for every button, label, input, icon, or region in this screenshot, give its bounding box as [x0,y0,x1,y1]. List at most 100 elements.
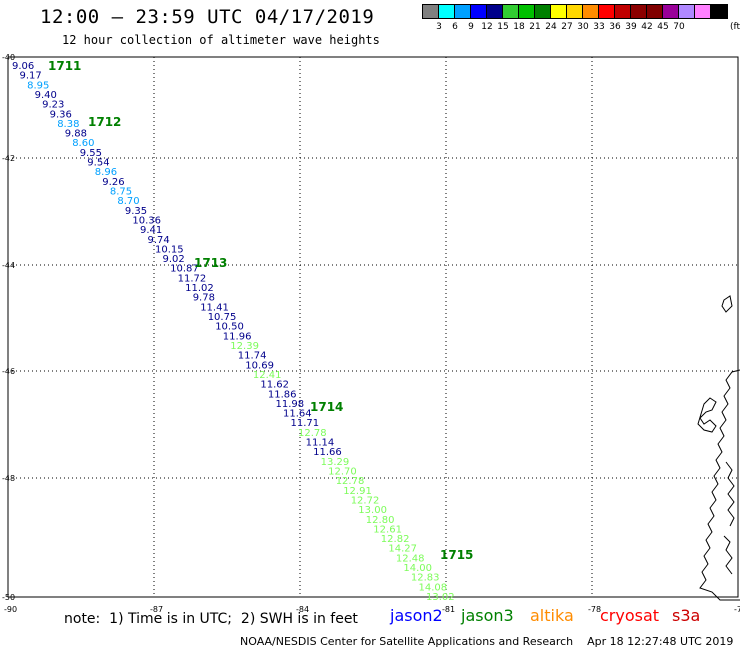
satellite-cryosat: cryosat [600,606,660,625]
time-labels: 1711 1712 1713 1714 1715 [48,59,473,562]
wave-height-value: 11.72 [178,273,207,284]
lon-tick-label: -78 [588,605,601,614]
wave-height-value: 11.71 [291,418,320,429]
satellite-jason2: jason2 [390,606,443,625]
time-label: 1715 [440,548,473,562]
wave-height-value: 11.96 [223,331,252,342]
legend-label: 18 [513,22,525,32]
legend-label: 36 [609,22,621,32]
wave-height-value: 11.02 [185,283,214,294]
satellite-s3a: s3a [672,606,701,625]
legend-swatch [710,4,728,19]
time-label: 1714 [310,400,343,414]
wave-height-value: 12.91 [343,486,372,497]
wave-height-value: 9.06 [12,61,34,72]
wave-height-value: 12.48 [396,553,425,564]
wave-height-value: 14.00 [403,563,432,574]
wave-height-value: 13.02 [426,592,455,603]
lat-tick-label: -50 [2,593,15,602]
wave-height-value: 11.64 [283,409,312,420]
map-subtitle: 12 hour collection of altimeter wave hei… [62,33,380,47]
legend-label: 24 [545,22,557,32]
wave-height-value: 8.75 [110,187,132,198]
wave-height-value: 12.41 [253,370,282,381]
wave-height-value: 9.40 [35,90,57,101]
wave-height-value: 8.96 [95,167,117,178]
wave-height-value: 13.00 [358,505,387,516]
lon-tick-label: -81 [442,605,455,614]
lon-tick-label: -90 [4,605,17,614]
wave-height-value: 11.14 [306,438,335,449]
wave-height-value: 9.74 [148,235,170,246]
legend-label: 9 [468,22,474,32]
legend-label: 12 [481,22,493,32]
wave-height-value: 12.78 [336,476,365,487]
time-label: 1712 [88,115,121,129]
lon-tick-label: -84 [296,605,309,614]
legend-label: 21 [529,22,541,32]
wave-height-value: 12.83 [411,573,440,584]
lon-tick-label: -87 [150,605,163,614]
footnote: note: 1) Time is in UTC; 2) SWH is in fe… [64,611,358,627]
wave-height-value: 12.78 [298,428,327,439]
wave-height-value: 12.72 [351,496,380,507]
wave-height-value: 11.41 [200,302,229,313]
wave-height-value: 8.70 [117,196,139,207]
legend-label: 30 [577,22,589,32]
map-frame [7,56,739,598]
axis-labels: -40 -42 -44 -46 -48 -50 -90 -87 -84 -81 -78 -75 [2,53,740,614]
lat-tick-label: -40 [2,53,15,62]
wave-height-value: 8.95 [27,80,49,91]
wave-height-value: 11.86 [268,389,297,400]
legend-unit: (ft) [730,22,740,32]
wave-height-value: 10.50 [215,322,244,333]
wave-height-value: 11.98 [276,399,305,410]
wave-height-value: 9.55 [80,148,102,159]
wave-height-value: 9.78 [193,293,215,304]
wave-height-value: 12.80 [366,515,395,526]
legend-label: 6 [452,22,458,32]
wave-height-value: 11.62 [260,380,289,391]
time-label: 1713 [194,256,227,270]
legend-label: 33 [593,22,605,32]
wave-height-value: 9.36 [50,109,72,120]
satellite-altika: altika [530,606,574,625]
wave-height-value: 9.35 [125,206,147,217]
wave-height-value: 9.54 [87,158,109,169]
lat-lon-grid [7,56,739,598]
wave-height-value: 12.70 [328,467,357,478]
lat-tick-label: -48 [2,474,15,483]
wave-height-value: 12.61 [373,524,402,535]
wave-height-value: 9.88 [65,129,87,140]
wave-height-value: 8.38 [57,119,79,130]
wave-height-value: 11.66 [313,447,342,458]
wave-height-value: 9.26 [102,177,124,188]
wave-height-value: 13.29 [321,457,350,468]
wave-height-value: 14.08 [419,582,448,593]
legend-label: 15 [497,22,509,32]
credit-footer: NOAA/NESDIS Center for Satellite Applica… [240,635,734,648]
legend-label: 27 [561,22,573,32]
legend-label: 42 [641,22,653,32]
legend-label: 39 [625,22,637,32]
satellite-jason3: jason3 [461,606,514,625]
wave-height-value: 10.87 [170,264,199,275]
coastline [697,295,740,601]
wave-height-value: 10.69 [245,360,274,371]
wave-height-value: 9.17 [20,71,42,82]
wave-height-value: 14.27 [388,544,417,555]
wave-height-value: 9.02 [163,254,185,265]
altimeter-readings: 9.069.178.959.409.239.368.389.888.609.55… [12,61,455,603]
wave-height-value: 12.39 [230,341,259,352]
legend-label: 3 [436,22,442,32]
lon-tick-label: -75 [734,605,740,614]
lat-tick-label: -44 [2,261,15,270]
legend-label: 70 [673,22,685,32]
wave-height-value: 11.74 [238,351,267,362]
lat-tick-label: -46 [2,367,15,376]
legend-label: 45 [657,22,669,32]
wave-height-value: 12.82 [381,534,410,545]
time-label: 1711 [48,59,81,73]
wave-height-value: 9.41 [140,225,162,236]
